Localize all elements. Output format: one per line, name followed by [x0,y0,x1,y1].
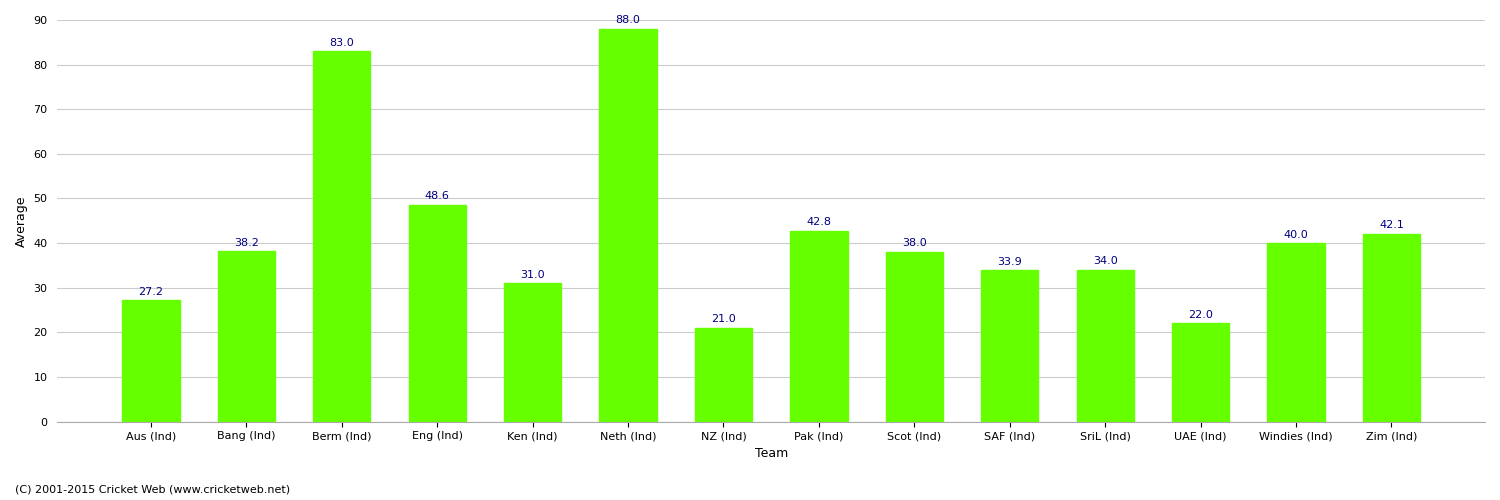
Text: 27.2: 27.2 [138,286,164,296]
Bar [885,252,944,422]
Bar [217,251,274,422]
Bar [694,328,752,422]
Text: 42.1: 42.1 [1378,220,1404,230]
Text: 31.0: 31.0 [520,270,544,280]
Bar [1077,270,1134,422]
Bar [790,230,847,422]
X-axis label: Team: Team [754,447,788,460]
Text: 42.8: 42.8 [807,217,831,227]
Text: 48.6: 48.6 [424,191,450,201]
Bar [314,51,370,422]
Text: 38.0: 38.0 [902,238,927,248]
Bar [1268,243,1324,422]
Bar [981,270,1038,422]
Bar [600,29,657,421]
Text: 38.2: 38.2 [234,238,260,248]
Bar [504,284,561,422]
Y-axis label: Average: Average [15,195,28,246]
Bar [1364,234,1420,422]
Text: 83.0: 83.0 [330,38,354,48]
Text: 22.0: 22.0 [1188,310,1214,320]
Text: 88.0: 88.0 [615,15,640,25]
Bar [123,300,180,422]
Bar [408,204,466,422]
Text: 34.0: 34.0 [1094,256,1118,266]
Text: (C) 2001-2015 Cricket Web (www.cricketweb.net): (C) 2001-2015 Cricket Web (www.cricketwe… [15,485,290,495]
Text: 40.0: 40.0 [1284,230,1308,239]
Text: 21.0: 21.0 [711,314,736,324]
Text: 33.9: 33.9 [998,257,1022,267]
Bar [1172,324,1230,422]
